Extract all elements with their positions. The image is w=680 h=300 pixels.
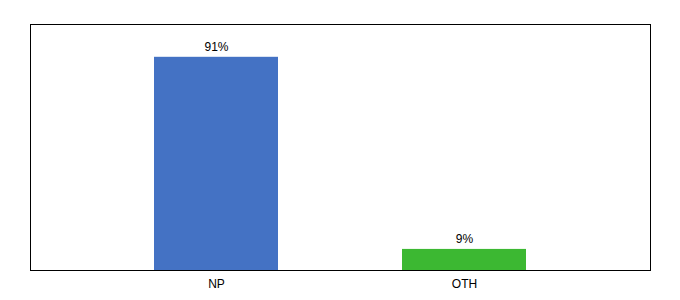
svg-text:OTH: OTH <box>452 277 477 291</box>
svg-text:9%: 9% <box>456 232 474 246</box>
svg-text:91%: 91% <box>204 40 228 54</box>
svg-text:NP: NP <box>208 277 225 291</box>
